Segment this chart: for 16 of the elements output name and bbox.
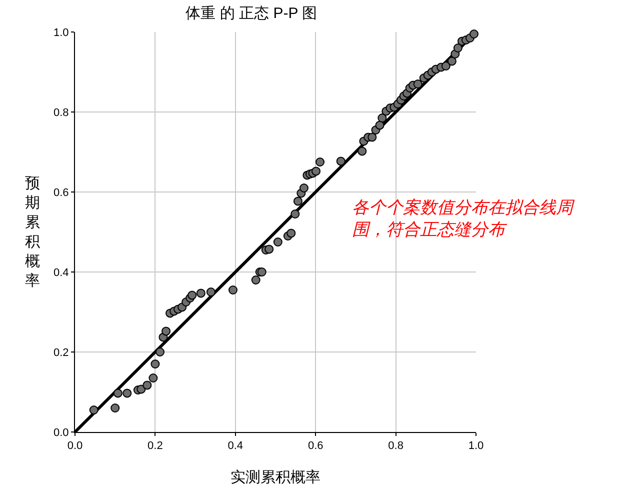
x-tick-label: 0.4 bbox=[228, 440, 244, 452]
x-axis-title: 实测累积概率 bbox=[230, 469, 320, 486]
y-tick-label: 1.0 bbox=[54, 26, 69, 39]
y-tick-label: 0.4 bbox=[54, 266, 69, 279]
x-tick-label: 0.2 bbox=[148, 440, 163, 452]
chart-title: 体重 的 正态 P-P 图 bbox=[186, 4, 318, 22]
annotation: 各个个案数值分布在拟合线周围，符合正态缝分布 bbox=[352, 198, 575, 240]
x-tick-label: 1.0 bbox=[468, 440, 484, 452]
x-tick-label: 0.0 bbox=[67, 440, 83, 452]
x-tick-label: 0.8 bbox=[388, 440, 404, 452]
x-tick-label: 0.6 bbox=[308, 440, 324, 452]
y-tick-label: 0.0 bbox=[54, 426, 69, 439]
y-axis-title: 预期累积概率 bbox=[25, 175, 40, 290]
y-tick-label: 0.8 bbox=[54, 106, 69, 119]
y-tick-label: 0.6 bbox=[54, 186, 69, 199]
y-tick-label: 0.2 bbox=[54, 346, 69, 359]
